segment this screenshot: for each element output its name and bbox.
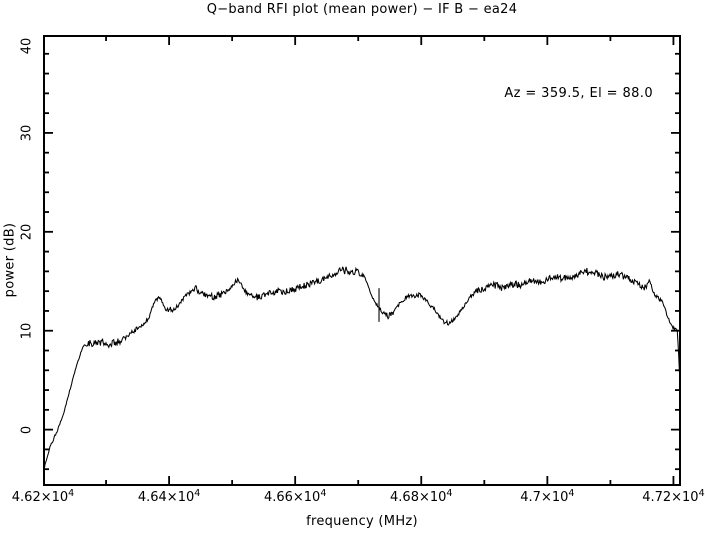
plot-title: Q−band RFI plot (mean power) − IF B − ea… xyxy=(206,2,518,17)
x-tick-label: 4.7×104 xyxy=(520,488,575,505)
x-tick-label: 4.66×104 xyxy=(263,488,327,505)
x-tick-label: 4.62×104 xyxy=(11,488,75,505)
y-tick-label: 10 xyxy=(19,322,35,339)
plot-area xyxy=(43,35,681,486)
az-el-annotation: Az = 359.5, El = 88.0 xyxy=(504,86,653,101)
x-tick-label: 4.68×104 xyxy=(390,488,453,505)
x-tick-label: 4.64×104 xyxy=(137,488,201,505)
y-axis-title: power (dB) xyxy=(2,222,18,298)
x-tick-label: 4.72×104 xyxy=(642,488,705,505)
y-tick-label: 40 xyxy=(19,37,35,55)
y-tick-label: 20 xyxy=(19,223,35,241)
spectrum-trace xyxy=(43,266,681,472)
x-axis-title: frequency (MHz) xyxy=(306,514,418,529)
y-tick-label: 30 xyxy=(19,124,35,142)
plot-frame xyxy=(43,35,681,486)
y-tick-label: 0 xyxy=(19,425,35,434)
